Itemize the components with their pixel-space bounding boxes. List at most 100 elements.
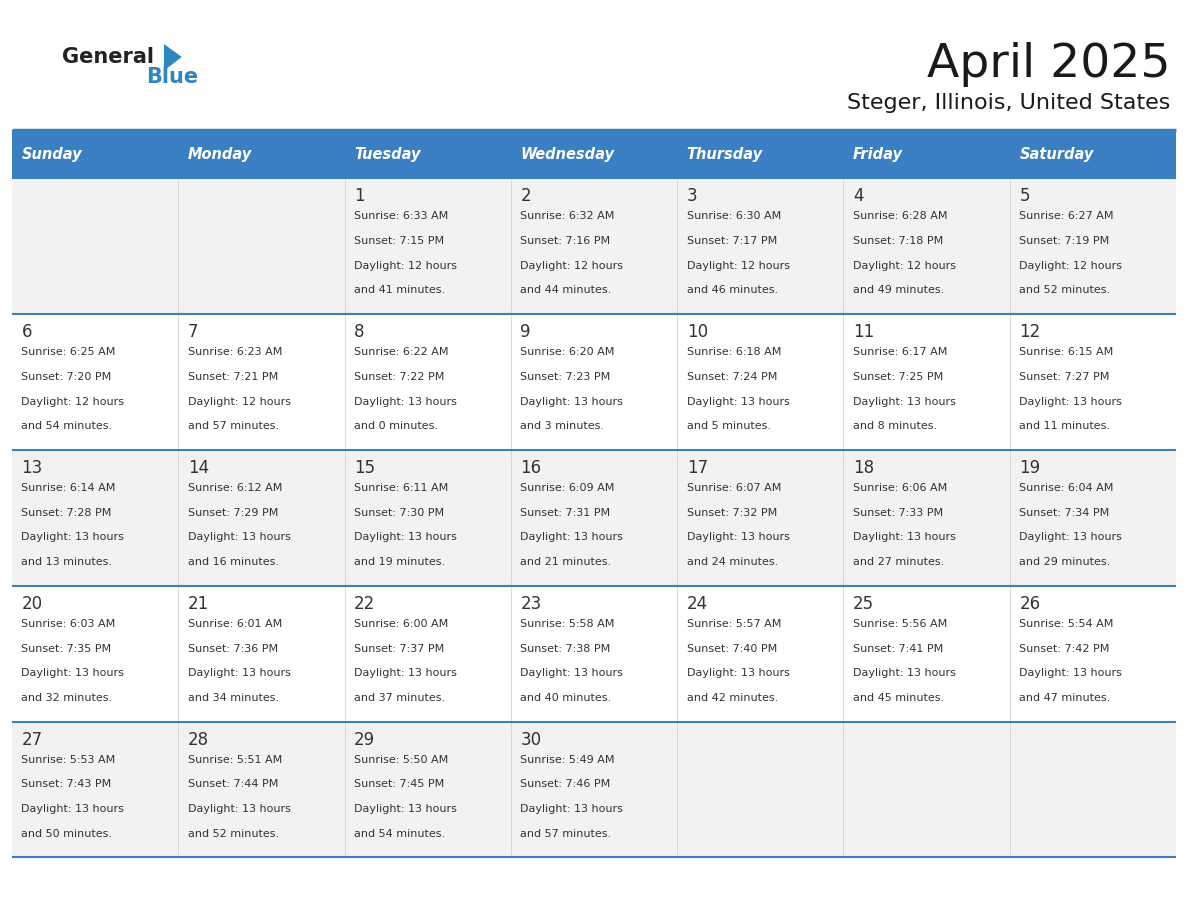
Text: 24: 24 [687,595,708,613]
Text: Sunset: 7:15 PM: Sunset: 7:15 PM [354,236,444,246]
Text: and 32 minutes.: and 32 minutes. [21,693,113,703]
Text: and 40 minutes.: and 40 minutes. [520,693,612,703]
Text: 10: 10 [687,323,708,341]
Text: Sunset: 7:45 PM: Sunset: 7:45 PM [354,779,444,789]
Text: and 13 minutes.: and 13 minutes. [21,557,113,567]
Text: Sunrise: 5:53 AM: Sunrise: 5:53 AM [21,755,115,765]
Text: and 21 minutes.: and 21 minutes. [520,557,612,567]
Text: General: General [62,47,153,67]
Text: and 34 minutes.: and 34 minutes. [188,693,279,703]
Bar [12,130,178,178]
Text: Sunset: 7:41 PM: Sunset: 7:41 PM [853,644,943,654]
Text: 1: 1 [354,187,365,206]
Text: Daylight: 13 hours: Daylight: 13 hours [687,668,790,678]
Text: Sunset: 7:16 PM: Sunset: 7:16 PM [520,236,611,246]
Text: 3: 3 [687,187,697,206]
Text: 7: 7 [188,323,198,341]
Text: Sunrise: 6:18 AM: Sunrise: 6:18 AM [687,347,781,357]
Text: Sunrise: 6:23 AM: Sunrise: 6:23 AM [188,347,282,357]
Text: Daylight: 13 hours: Daylight: 13 hours [853,397,956,407]
Text: Daylight: 13 hours: Daylight: 13 hours [853,532,956,543]
Text: Friday: Friday [853,147,903,162]
Text: Sunrise: 5:51 AM: Sunrise: 5:51 AM [188,755,282,765]
Text: Sunrise: 6:30 AM: Sunrise: 6:30 AM [687,211,781,221]
Text: Sunset: 7:19 PM: Sunset: 7:19 PM [1019,236,1110,246]
Text: and 0 minutes.: and 0 minutes. [354,421,438,431]
Text: 6: 6 [21,323,32,341]
Text: Sunrise: 5:56 AM: Sunrise: 5:56 AM [853,619,947,629]
Text: Daylight: 13 hours: Daylight: 13 hours [354,397,457,407]
Text: Sunset: 7:31 PM: Sunset: 7:31 PM [520,508,611,518]
Text: 2: 2 [520,187,531,206]
Text: and 5 minutes.: and 5 minutes. [687,421,771,431]
Bar [677,130,843,178]
Text: Sunset: 7:36 PM: Sunset: 7:36 PM [188,644,278,654]
Text: Daylight: 13 hours: Daylight: 13 hours [354,668,457,678]
Text: Sunset: 7:27 PM: Sunset: 7:27 PM [1019,372,1110,382]
Text: Sunrise: 5:57 AM: Sunrise: 5:57 AM [687,619,781,629]
Text: Sunset: 7:35 PM: Sunset: 7:35 PM [21,644,112,654]
Text: and 47 minutes.: and 47 minutes. [1019,693,1111,703]
Text: Daylight: 13 hours: Daylight: 13 hours [687,397,790,407]
Text: Daylight: 13 hours: Daylight: 13 hours [520,397,624,407]
Text: Monday: Monday [188,147,252,162]
Text: Steger, Illinois, United States: Steger, Illinois, United States [847,93,1170,113]
Text: and 52 minutes.: and 52 minutes. [1019,285,1111,296]
Text: Sunrise: 6:00 AM: Sunrise: 6:00 AM [354,619,448,629]
Text: 20: 20 [21,595,43,613]
Text: Sunset: 7:32 PM: Sunset: 7:32 PM [687,508,777,518]
Text: Daylight: 13 hours: Daylight: 13 hours [188,804,291,814]
Text: Sunrise: 6:17 AM: Sunrise: 6:17 AM [853,347,947,357]
Text: and 44 minutes.: and 44 minutes. [520,285,612,296]
Text: Daylight: 13 hours: Daylight: 13 hours [520,804,624,814]
Text: Daylight: 12 hours: Daylight: 12 hours [21,397,125,407]
Text: and 27 minutes.: and 27 minutes. [853,557,944,567]
Text: Daylight: 13 hours: Daylight: 13 hours [687,532,790,543]
Text: Sunset: 7:23 PM: Sunset: 7:23 PM [520,372,611,382]
Text: Sunrise: 6:09 AM: Sunrise: 6:09 AM [520,483,614,493]
Text: Daylight: 12 hours: Daylight: 12 hours [354,261,457,271]
Text: 19: 19 [1019,459,1041,477]
Text: and 29 minutes.: and 29 minutes. [1019,557,1111,567]
Text: Sunrise: 5:49 AM: Sunrise: 5:49 AM [520,755,615,765]
Text: 28: 28 [188,731,209,749]
Text: Sunset: 7:42 PM: Sunset: 7:42 PM [1019,644,1110,654]
Text: Daylight: 13 hours: Daylight: 13 hours [354,804,457,814]
Text: Daylight: 12 hours: Daylight: 12 hours [1019,261,1123,271]
Text: Sunrise: 6:25 AM: Sunrise: 6:25 AM [21,347,115,357]
Text: Sunset: 7:33 PM: Sunset: 7:33 PM [853,508,943,518]
Bar [178,130,345,178]
Text: Saturday: Saturday [1019,147,1094,162]
Text: 25: 25 [853,595,874,613]
Text: Sunset: 7:25 PM: Sunset: 7:25 PM [853,372,943,382]
Text: Daylight: 13 hours: Daylight: 13 hours [354,532,457,543]
Text: Sunset: 7:18 PM: Sunset: 7:18 PM [853,236,943,246]
Text: Wednesday: Wednesday [520,147,614,162]
Text: 11: 11 [853,323,874,341]
Text: Sunrise: 5:58 AM: Sunrise: 5:58 AM [520,619,614,629]
Text: Daylight: 13 hours: Daylight: 13 hours [21,532,125,543]
Text: Sunrise: 6:15 AM: Sunrise: 6:15 AM [1019,347,1113,357]
Text: and 54 minutes.: and 54 minutes. [354,829,446,839]
Text: and 41 minutes.: and 41 minutes. [354,285,446,296]
Text: and 57 minutes.: and 57 minutes. [188,421,279,431]
Text: Daylight: 13 hours: Daylight: 13 hours [21,668,125,678]
Text: Daylight: 12 hours: Daylight: 12 hours [687,261,790,271]
Text: and 16 minutes.: and 16 minutes. [188,557,279,567]
Text: Sunset: 7:44 PM: Sunset: 7:44 PM [188,779,278,789]
Text: and 49 minutes.: and 49 minutes. [853,285,944,296]
Text: Daylight: 13 hours: Daylight: 13 hours [21,804,125,814]
Text: Daylight: 12 hours: Daylight: 12 hours [853,261,956,271]
Text: Sunrise: 6:22 AM: Sunrise: 6:22 AM [354,347,449,357]
Text: Daylight: 12 hours: Daylight: 12 hours [520,261,624,271]
Text: 14: 14 [188,459,209,477]
Text: Sunrise: 6:14 AM: Sunrise: 6:14 AM [21,483,115,493]
Text: Sunrise: 6:28 AM: Sunrise: 6:28 AM [853,211,948,221]
Text: Sunset: 7:46 PM: Sunset: 7:46 PM [520,779,611,789]
Text: 15: 15 [354,459,375,477]
Text: 18: 18 [853,459,874,477]
Text: Sunset: 7:20 PM: Sunset: 7:20 PM [21,372,112,382]
Text: Sunset: 7:24 PM: Sunset: 7:24 PM [687,372,777,382]
Text: 17: 17 [687,459,708,477]
Text: Sunrise: 5:50 AM: Sunrise: 5:50 AM [354,755,448,765]
